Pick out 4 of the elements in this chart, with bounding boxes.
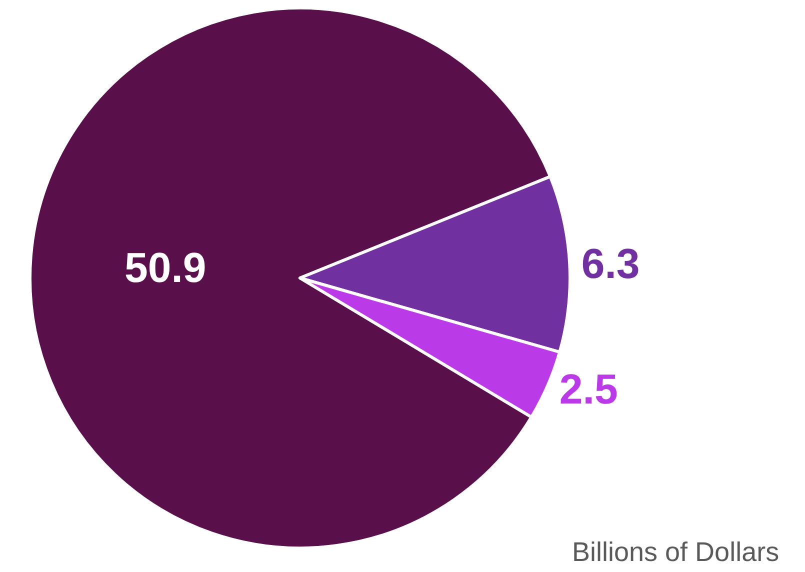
text: Billions of Dollars — [572, 537, 780, 567]
data-label: 2.5 — [559, 366, 618, 413]
data-label: 6.3 — [581, 240, 640, 287]
data-label: 50.9 — [124, 244, 206, 291]
